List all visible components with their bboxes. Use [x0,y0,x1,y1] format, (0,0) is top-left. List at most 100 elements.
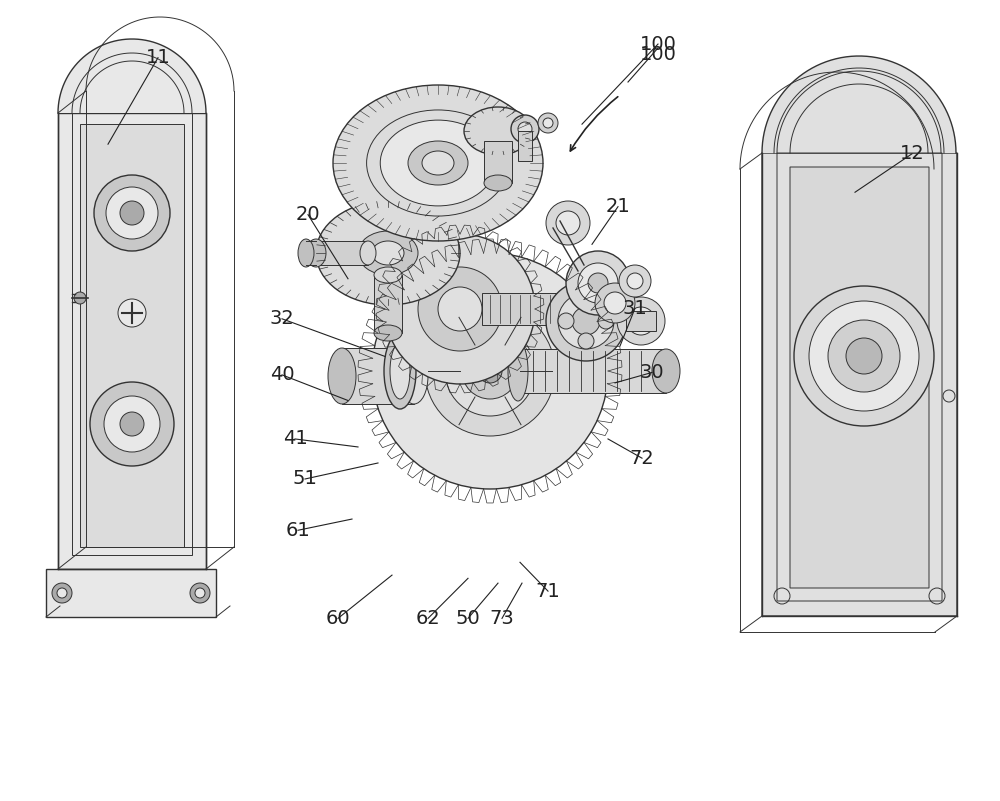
Circle shape [598,313,614,329]
Circle shape [425,306,555,436]
Circle shape [74,292,86,304]
Ellipse shape [316,201,460,305]
Circle shape [546,201,590,245]
Circle shape [106,187,158,239]
Text: 30: 30 [640,363,664,382]
Circle shape [578,263,618,303]
Ellipse shape [298,239,314,267]
Circle shape [195,588,205,598]
Text: 100: 100 [640,34,676,54]
Circle shape [588,273,608,293]
Polygon shape [58,39,206,113]
Circle shape [578,293,594,309]
Text: 20: 20 [296,205,320,224]
Text: 50: 50 [456,609,480,628]
Text: 12: 12 [900,144,924,163]
FancyBboxPatch shape [762,153,957,616]
Circle shape [511,115,539,143]
Text: 21: 21 [606,197,630,216]
Circle shape [518,122,532,136]
Circle shape [462,343,518,399]
Circle shape [617,297,665,345]
Circle shape [566,251,630,315]
Circle shape [794,286,934,426]
Text: 51: 51 [293,469,317,489]
Bar [484,141,512,183]
Ellipse shape [400,348,428,404]
Ellipse shape [652,349,680,393]
Ellipse shape [380,120,496,206]
Circle shape [52,583,72,603]
Text: 61: 61 [286,521,310,540]
Circle shape [543,118,553,128]
Ellipse shape [390,343,410,399]
Ellipse shape [333,85,543,241]
Circle shape [627,307,655,335]
Ellipse shape [408,141,468,185]
Bar [518,349,666,393]
Text: 72: 72 [630,449,654,468]
Bar [518,131,532,161]
Bar [374,275,402,333]
Circle shape [846,338,882,374]
Ellipse shape [422,151,454,175]
Circle shape [104,396,160,452]
Polygon shape [762,56,956,153]
Circle shape [190,583,210,603]
Ellipse shape [360,241,376,265]
Circle shape [445,326,535,416]
Circle shape [538,113,558,133]
Text: 41: 41 [283,429,307,449]
Ellipse shape [464,107,532,155]
Ellipse shape [372,241,404,265]
Circle shape [418,267,502,351]
Ellipse shape [374,267,402,283]
Bar [482,293,570,325]
Ellipse shape [384,333,416,409]
Bar [72,113,192,555]
Ellipse shape [358,231,418,275]
Bar [58,113,206,569]
Text: 31: 31 [623,299,647,318]
FancyBboxPatch shape [790,167,929,588]
Circle shape [558,313,574,329]
Text: 40: 40 [270,365,294,384]
Circle shape [57,588,67,598]
Bar [316,241,368,265]
Circle shape [372,253,608,489]
Ellipse shape [328,348,356,404]
Circle shape [120,201,144,225]
Circle shape [627,273,643,289]
Circle shape [94,175,170,251]
Text: 62: 62 [416,609,440,628]
Bar [80,124,184,547]
Text: 32: 32 [270,309,294,328]
Circle shape [118,299,146,327]
Circle shape [595,283,635,323]
Circle shape [604,292,626,314]
Text: 60: 60 [326,609,350,628]
Text: 73: 73 [490,609,514,628]
Bar [46,569,216,617]
Ellipse shape [508,341,528,401]
Ellipse shape [484,175,512,191]
Bar [626,311,656,331]
Circle shape [578,333,594,349]
Circle shape [828,320,900,392]
Text: 100: 100 [640,46,676,65]
Circle shape [120,412,144,436]
Ellipse shape [560,291,580,327]
Circle shape [438,287,482,331]
Ellipse shape [374,325,402,341]
Circle shape [556,211,580,235]
Circle shape [90,382,174,466]
Circle shape [478,359,502,383]
Circle shape [572,307,600,335]
Text: 71: 71 [536,582,560,601]
Circle shape [558,293,614,349]
Text: 11: 11 [146,48,170,67]
Circle shape [546,281,626,361]
Circle shape [809,301,919,411]
Circle shape [385,234,535,384]
Circle shape [619,265,651,297]
